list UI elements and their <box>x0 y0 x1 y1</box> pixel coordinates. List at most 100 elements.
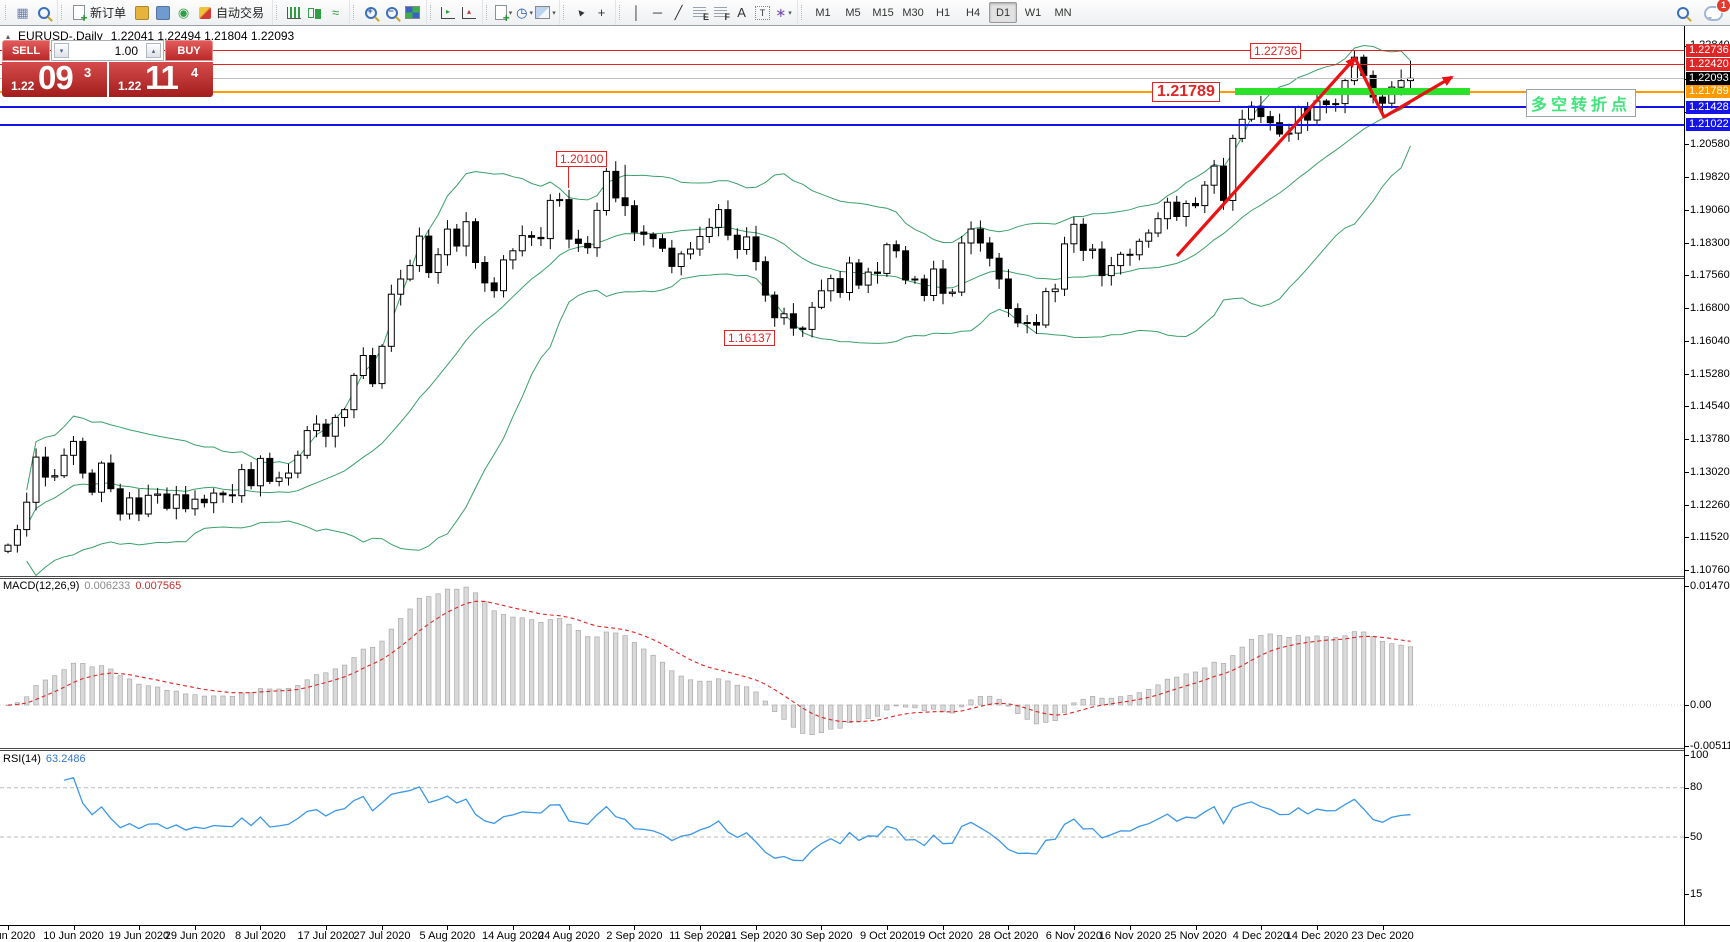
price-tick-mark <box>1685 210 1689 211</box>
templates-icon[interactable]: ▾ <box>535 2 556 23</box>
timeframe-M1[interactable]: M1 <box>815 6 831 19</box>
price-tick-mark <box>1685 570 1689 572</box>
rsi-pane[interactable] <box>0 752 1684 924</box>
price-axis[interactable]: 1.228401.220801.213201.205801.198201.190… <box>1684 26 1730 925</box>
indicators-icon[interactable]: ▾ <box>493 2 514 24</box>
group-drag-handle[interactable] <box>563 5 567 20</box>
rsi-tick-label: 80 <box>1690 781 1703 794</box>
date-tick-mark <box>821 926 823 930</box>
chart-ohlc-values: 1.22041 1.22494 1.21804 1.22093 <box>110 29 295 43</box>
ask-price[interactable]: 1.22 11 4 <box>107 59 213 97</box>
volume-decrease-button[interactable]: ▾ <box>54 43 69 58</box>
ask-price-pips: 11 <box>145 59 179 96</box>
date-tick-label: 5 Aug 2020 <box>419 930 476 942</box>
callout-1.22736: 1.22736 <box>1250 43 1302 59</box>
price-tick-mark <box>1685 144 1689 145</box>
price-level-label-1.21428: 1.21428 <box>1686 100 1730 114</box>
toolbar-group: ▲ + <box>559 0 615 25</box>
date-tick-label: 10 Jun 2020 <box>43 930 104 942</box>
trendline-icon[interactable]: ╱ <box>668 2 689 23</box>
pane-separator[interactable] <box>0 578 1730 579</box>
new-order-icon[interactable] <box>68 2 89 24</box>
timeframe-M15[interactable]: M15 <box>872 6 894 19</box>
support-zone-band <box>1235 88 1470 95</box>
volume-value[interactable]: 1.00 <box>114 43 138 58</box>
chart-window-icon[interactable]: ▦ <box>12 2 33 23</box>
date-tick-mark <box>73 926 75 930</box>
pane-separator[interactable] <box>0 750 1730 751</box>
bid-ask-display: 1.22 09 3 1.22 11 4 <box>2 59 213 97</box>
periods-icon[interactable]: ◷ ▾ <box>514 2 535 23</box>
price-tick-mark <box>1685 177 1689 178</box>
crosshair-icon[interactable]: + <box>591 2 612 23</box>
sell-button[interactable]: SELL <box>2 40 50 61</box>
macd-tick-label: 0.00 <box>1690 698 1712 711</box>
text-icon[interactable]: A <box>731 2 752 23</box>
main-chart-pane[interactable] <box>0 26 1684 576</box>
group-drag-handle[interactable] <box>619 5 623 20</box>
candlestick-chart-icon[interactable] <box>304 2 325 23</box>
pane-separator[interactable] <box>0 748 1730 749</box>
shapes-icon[interactable]: ∗ ▾ <box>773 2 794 23</box>
autotrading-icon[interactable] <box>194 2 215 23</box>
rsi-value: 63.2486 <box>45 753 86 765</box>
cursor-icon[interactable]: ▲ <box>570 2 591 23</box>
tile-windows-icon[interactable] <box>402 2 423 23</box>
market-watch-icon[interactable] <box>152 2 173 23</box>
fibonacci-icon-glyph: E <box>693 7 709 22</box>
bid-price-base: 1.22 <box>11 79 35 93</box>
line-chart-icon[interactable]: ≈ <box>325 2 346 23</box>
fibonacci-icon[interactable]: E <box>689 2 710 23</box>
rsi-tick-mark <box>1685 787 1689 789</box>
date-tick-label: 21 Sep 2020 <box>724 930 788 942</box>
chart-window-icon-glyph: ▦ <box>16 4 29 20</box>
fibo-channel-icon-glyph: F <box>714 7 730 22</box>
shapes-icon-glyph: ∗ <box>775 4 787 20</box>
signals-icon[interactable]: ◉ <box>173 2 194 23</box>
autoscroll-icon-glyph: ▸ <box>440 6 455 19</box>
vertical-line-icon[interactable]: │ <box>626 2 647 23</box>
chart-search-icon[interactable] <box>33 2 54 23</box>
chart-collapse-icon[interactable]: ▴ <box>6 31 11 41</box>
pane-separator[interactable] <box>0 576 1730 577</box>
buy-button[interactable]: BUY <box>165 40 213 61</box>
zoom-out-icon-glyph: − <box>385 6 398 19</box>
group-drag-handle[interactable] <box>61 5 65 20</box>
notifications-icon[interactable]: 1 <box>1703 0 1730 24</box>
date-tick-mark <box>260 926 262 930</box>
autoscroll-icon[interactable]: ▸ <box>437 2 458 23</box>
rsi-tick-mark <box>1685 894 1689 896</box>
timeframe-MN[interactable]: MN <box>1054 6 1072 19</box>
timeframe-M5[interactable]: M5 <box>845 6 861 19</box>
group-drag-handle[interactable] <box>276 5 280 20</box>
text-label-icon[interactable]: T <box>752 2 773 23</box>
macd-histogram <box>5 586 1414 735</box>
zoom-in-icon[interactable]: + <box>360 2 381 23</box>
timeframe-H4[interactable]: H4 <box>966 6 981 19</box>
zoom-out-icon[interactable]: − <box>381 2 402 23</box>
group-drag-handle[interactable] <box>353 5 357 20</box>
toolbar-group: │ ─ ╱ E F A T ∗ ▾ <box>615 0 797 25</box>
toolbox-icon[interactable] <box>131 2 152 23</box>
timeframe-H1[interactable]: H1 <box>936 6 951 19</box>
bar-chart-icon[interactable] <box>283 2 304 23</box>
timeframe-M30[interactable]: M30 <box>902 6 924 19</box>
fibo-channel-icon[interactable]: F <box>710 2 731 23</box>
group-drag-handle[interactable] <box>5 5 9 20</box>
horizontal-line-icon[interactable]: ─ <box>647 2 668 23</box>
bid-price-pips: 09 <box>38 59 74 96</box>
group-drag-handle[interactable] <box>486 5 490 20</box>
chart-shift-icon[interactable]: ▴ <box>458 2 479 23</box>
bid-price[interactable]: 1.22 09 3 <box>2 59 107 97</box>
macd-pane[interactable] <box>0 579 1684 748</box>
volume-increase-button[interactable]: ▴ <box>146 43 161 58</box>
group-drag-handle[interactable] <box>430 5 434 20</box>
search-icon[interactable] <box>1672 3 1693 24</box>
toolbar-group: ▸ ▴ <box>426 0 482 25</box>
group-drag-handle[interactable] <box>801 5 805 20</box>
timeframe-W1[interactable]: W1 <box>1024 6 1042 19</box>
tile-windows-icon-glyph <box>405 6 421 19</box>
timeframe-D1[interactable]: D1 <box>989 2 1018 23</box>
